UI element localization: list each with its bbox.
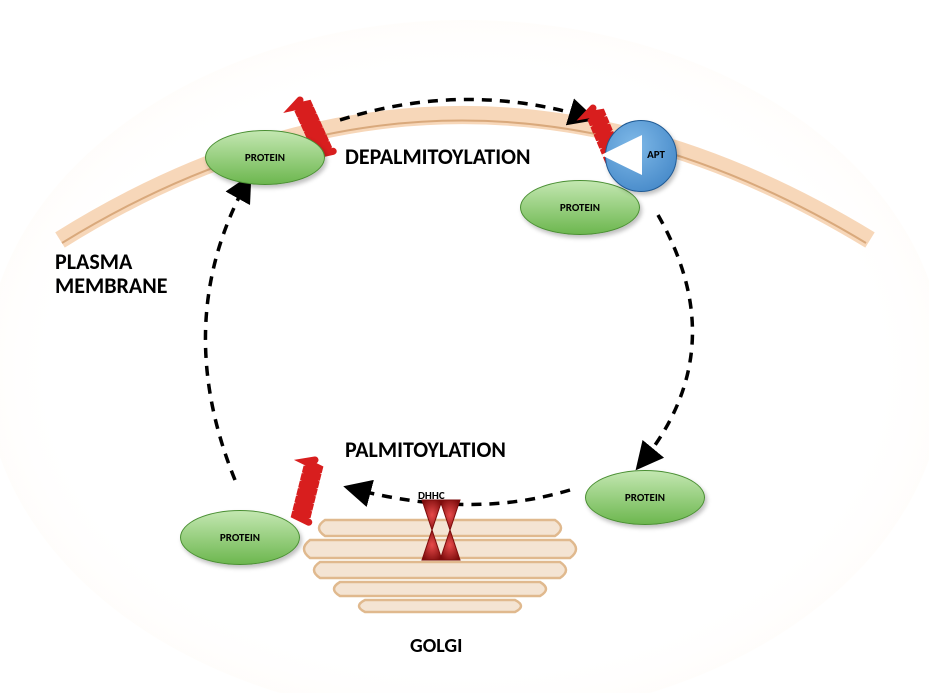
plasma-membrane-inner <box>62 121 866 244</box>
depalmitoylation-label: DEPALMITOYLATION <box>345 145 531 169</box>
protein-bottom-left: PROTEIN <box>180 510 300 565</box>
protein-label: PROTEIN <box>625 491 665 504</box>
arrow-to-golgi <box>640 215 692 465</box>
dhhc-enzyme-icon <box>422 500 460 560</box>
dhhc-label: DHHC <box>418 490 445 502</box>
palmitoylation-label: PALMITOYLATION <box>345 438 506 462</box>
arrow-depalmitoylation <box>340 99 590 120</box>
arrow-palmitoylation <box>350 488 570 505</box>
plasma-membrane <box>60 115 870 240</box>
palmitoyl-chain-bottom-left <box>292 460 322 522</box>
protein-top-left: PROTEIN <box>205 130 325 185</box>
diagram-canvas: PROTEIN PROTEIN PROTEIN PROTEIN APT PLAS… <box>0 0 929 693</box>
protein-label: PROTEIN <box>560 201 600 214</box>
protein-label: PROTEIN <box>220 531 260 544</box>
arrow-to-membrane <box>205 180 248 480</box>
apt-enzyme-icon: APT <box>605 120 675 190</box>
golgi-label: GOLGI <box>410 635 462 657</box>
diagram-svg <box>0 0 929 693</box>
golgi-apparatus <box>304 520 576 612</box>
apt-label: APT <box>647 148 665 161</box>
plasma-membrane-label: PLASMA MEMBRANE <box>55 250 167 298</box>
protein-label: PROTEIN <box>245 151 285 164</box>
background-halo <box>0 20 929 693</box>
protein-bottom-right: PROTEIN <box>585 470 705 525</box>
